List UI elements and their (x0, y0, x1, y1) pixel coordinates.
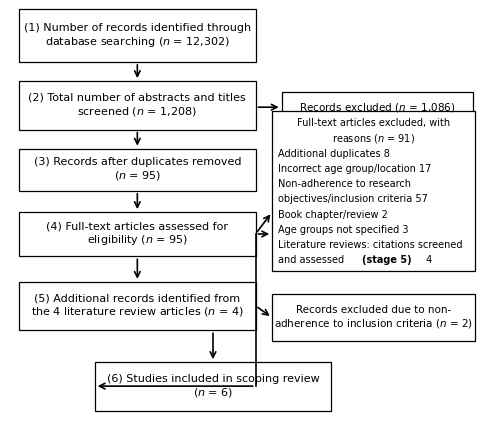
Text: Full-text articles excluded, with: Full-text articles excluded, with (297, 118, 450, 128)
FancyBboxPatch shape (19, 148, 256, 191)
Text: (5) Additional records identified from
the 4 literature review articles ($n$ = 4: (5) Additional records identified from t… (31, 293, 244, 318)
Text: (1) Number of records identified through
database searching ($n$ = 12,302): (1) Number of records identified through… (24, 22, 251, 49)
Text: reasons ($n$ = 91): reasons ($n$ = 91) (332, 132, 415, 145)
Text: Non-adherence to research: Non-adherence to research (278, 179, 411, 189)
Text: Age groups not specified 3: Age groups not specified 3 (278, 225, 408, 235)
Text: Records excluded ($n$ = 1,086): Records excluded ($n$ = 1,086) (299, 101, 456, 114)
Text: Literature reviews: citations screened: Literature reviews: citations screened (278, 240, 462, 250)
Text: (stage 5): (stage 5) (362, 255, 412, 265)
FancyBboxPatch shape (19, 212, 256, 257)
Text: 4: 4 (423, 255, 432, 265)
FancyBboxPatch shape (272, 111, 476, 271)
Text: and assessed: and assessed (278, 255, 347, 265)
Text: (4) Full-text articles assessed for
eligibility ($n$ = 95): (4) Full-text articles assessed for elig… (46, 221, 228, 247)
Text: objectives/inclusion criteria 57: objectives/inclusion criteria 57 (278, 194, 428, 204)
FancyBboxPatch shape (19, 282, 256, 330)
Text: (3) Records after duplicates removed
($n$ = 95): (3) Records after duplicates removed ($n… (34, 157, 241, 182)
Text: (2) Total number of abstracts and titles
screened ($n$ = 1,208): (2) Total number of abstracts and titles… (28, 93, 246, 118)
Text: Additional duplicates 8: Additional duplicates 8 (278, 149, 390, 159)
Text: Records excluded due to non-
adherence to inclusion criteria ($n$ = 2): Records excluded due to non- adherence t… (274, 305, 473, 330)
FancyBboxPatch shape (19, 9, 256, 62)
FancyBboxPatch shape (95, 362, 331, 410)
Text: Incorrect age group/location 17: Incorrect age group/location 17 (278, 164, 431, 174)
FancyBboxPatch shape (282, 92, 473, 123)
Text: (6) Studies included in scoping review
($n$ = 6): (6) Studies included in scoping review (… (106, 374, 320, 399)
Text: Book chapter/review 2: Book chapter/review 2 (278, 209, 388, 220)
FancyBboxPatch shape (272, 294, 476, 341)
FancyBboxPatch shape (19, 81, 256, 130)
